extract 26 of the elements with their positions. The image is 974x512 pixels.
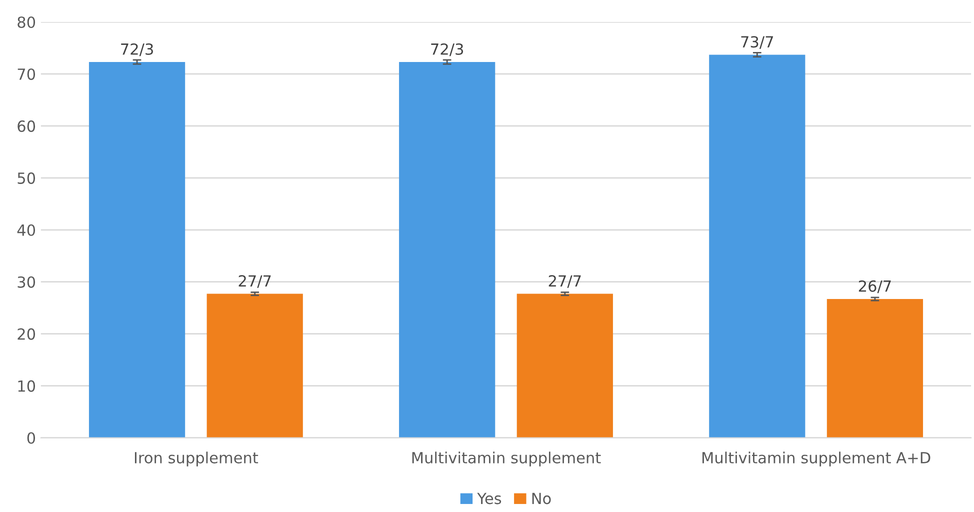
bar: [399, 62, 496, 438]
y-tick-label: 30: [18, 276, 36, 288]
x-tick-label: Multivitamin supplement: [412, 452, 601, 466]
y-tick-label: 50: [18, 172, 36, 184]
data-label: 73/7: [741, 36, 773, 49]
y-tick-label: 70: [18, 68, 36, 80]
data-label: 26/7: [858, 280, 891, 294]
data-label: 72/3: [431, 43, 464, 56]
y-tick-label: 40: [17, 224, 36, 236]
data-label: 72/3: [121, 43, 153, 56]
y-tick-label: 20: [18, 328, 36, 340]
legend-label: Yes: [477, 492, 502, 504]
y-tick-label: 10: [18, 380, 36, 392]
legend-label: No: [532, 492, 551, 504]
x-tick-label: Multivitamin supplement A+D: [702, 452, 930, 466]
data-label: 27/7: [548, 275, 581, 288]
y-tick-label: 80: [18, 16, 36, 28]
bar: [709, 54, 806, 438]
data-label: 27/7: [238, 275, 271, 288]
bar: [826, 299, 924, 438]
x-tick-label: Iron supplement: [134, 452, 258, 466]
bar: [516, 294, 613, 438]
y-tick-label: 0: [27, 432, 36, 444]
bar: [206, 294, 303, 438]
bar: [88, 62, 186, 438]
y-tick-label: 60: [18, 120, 36, 132]
